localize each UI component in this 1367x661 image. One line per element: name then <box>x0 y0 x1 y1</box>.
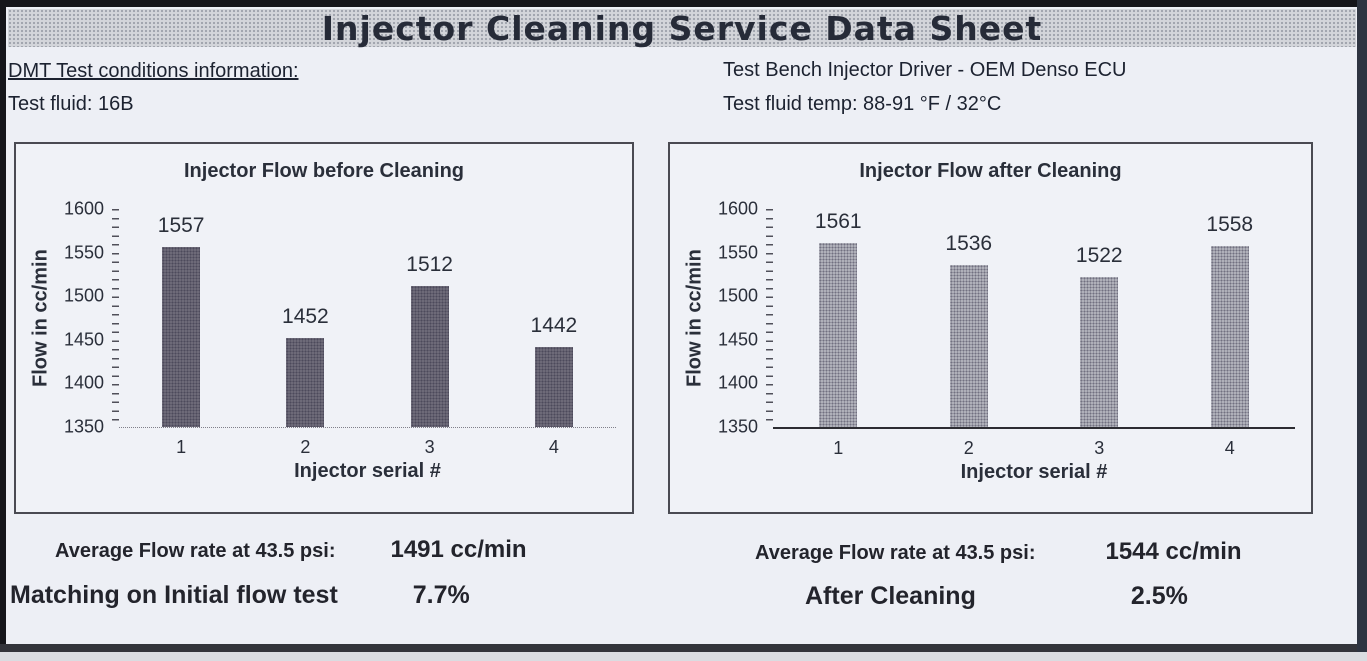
y-tick-label: 1600 <box>63 198 104 219</box>
chart-after-cleaning: Injector Flow after Cleaning Flow in cc/… <box>668 142 1313 514</box>
y-tick-label: 1500 <box>63 285 104 306</box>
avg-flow-label: Average Flow rate at 43.5 psi: <box>55 540 336 562</box>
test-fluid-line: Test fluid: 16B <box>8 93 134 115</box>
bar <box>1080 277 1119 427</box>
bar <box>534 346 573 427</box>
bar-value-label: 1442 <box>530 313 578 337</box>
y-tick-label: 1350 <box>63 416 104 437</box>
bar-value-label: 1522 <box>1075 244 1123 268</box>
test-conditions-block: DMT Test conditions information: Test fl… <box>8 55 299 121</box>
x-axis-categories: 1 2 3 4 <box>119 428 616 460</box>
y-tick-label: 1400 <box>717 372 758 393</box>
x-tick-label: 4 <box>1224 438 1235 458</box>
bar <box>819 243 858 427</box>
chart-title: Injector Flow before Cleaning <box>183 160 465 182</box>
page-title: Injector Cleaning Service Data Sheet <box>8 9 1356 48</box>
bar-value-label: 1512 <box>406 252 453 276</box>
bar-value-label: 1558 <box>1206 212 1254 236</box>
x-tick-label: 2 <box>300 437 311 457</box>
chart-area: Flow in cc/min 1600 1550 1500 1450 1400 1350 … <box>16 199 632 483</box>
after-cleaning-label: After Cleaning <box>805 582 976 610</box>
bar-value-label: 1561 <box>814 210 862 234</box>
scan-edge-left <box>0 0 6 650</box>
y-axis-ticks: 1600 1550 1500 1450 1400 1350 <box>712 199 766 437</box>
x-tick-label: 1 <box>833 438 844 458</box>
bench-driver-line: Test Bench Injector Driver - OEM Denso E… <box>723 59 1127 81</box>
summary-before: Average Flow rate at 43.5 psi: 1491 cc/m… <box>0 524 656 610</box>
avg-flow-value: 1491 cc/min <box>390 536 527 563</box>
y-tick-label: 1550 <box>63 242 104 263</box>
test-conditions-heading: DMT Test conditions information: <box>8 60 299 82</box>
x-tick-label: 1 <box>176 437 187 457</box>
y-tick-label: 1350 <box>717 416 758 437</box>
bar <box>162 246 201 427</box>
y-tick-label: 1600 <box>717 198 758 219</box>
charts-row: Injector Flow before Cleaning Flow in cc… <box>14 142 1313 514</box>
test-bench-block: Test Bench Injector Driver - OEM Denso E… <box>723 53 1126 121</box>
x-axis-label: Injector serial # <box>960 461 1108 483</box>
x-tick-label: 3 <box>424 437 435 457</box>
y-tick-label: 1450 <box>63 329 104 350</box>
y-axis-tick-rail <box>766 209 773 428</box>
scan-edge-right <box>1357 0 1367 661</box>
bar-value-label: 1452 <box>282 305 329 329</box>
y-axis-ticks: 1600 1550 1500 1450 1400 1350 <box>58 199 112 437</box>
y-tick-label: 1400 <box>63 372 104 393</box>
bar <box>1210 245 1249 427</box>
bar-value-label: 1536 <box>945 231 993 255</box>
scan-edge-top <box>0 0 1367 7</box>
y-axis-tick-rail <box>112 209 119 428</box>
plot-area: 1557 1452 1512 1442 <box>119 209 616 428</box>
avg-flow-label: Average Flow rate at 43.5 psi: <box>755 542 1036 564</box>
x-axis-categories: 1 2 3 4 <box>773 429 1295 461</box>
avg-flow-value: 1544 cc/min <box>1105 538 1242 565</box>
scan-edge-bottom <box>0 644 1357 652</box>
bar <box>949 264 988 427</box>
y-axis-label: Flow in cc/min <box>29 249 52 387</box>
x-axis-label: Injector serial # <box>294 460 441 482</box>
fluid-temp-line: Test fluid temp: 88-91 °F / 32°C <box>723 93 1002 115</box>
matching-label: Matching on Initial flow test <box>10 581 338 609</box>
bar <box>410 285 449 427</box>
plot-column: 1561 1536 1522 1558 1 2 3 4 Injector serial # <box>773 209 1311 484</box>
bar-value-label: 1557 <box>157 213 205 237</box>
y-tick-label: 1550 <box>717 242 758 263</box>
y-tick-label: 1450 <box>717 329 758 350</box>
chart-title: Injector Flow after Cleaning <box>859 160 1122 182</box>
chart-area: Flow in cc/min 1600 1550 1500 1450 1400 1350 … <box>670 199 1311 484</box>
x-tick-label: 4 <box>548 437 559 457</box>
plot-area: 1561 1536 1522 1558 <box>773 209 1295 429</box>
y-tick-label: 1500 <box>717 285 758 306</box>
x-tick-label: 2 <box>963 438 974 458</box>
x-tick-label: 3 <box>1094 438 1105 458</box>
chart-before-cleaning: Injector Flow before Cleaning Flow in cc… <box>14 142 634 514</box>
bar <box>286 338 325 427</box>
summary-after: Average Flow rate at 43.5 psi: 1544 cc/m… <box>660 524 1356 611</box>
matching-value: 7.7% <box>412 581 470 609</box>
scan-margin-strip <box>0 652 1367 661</box>
plot-column: 1557 1452 1512 1442 1 2 3 4 Injector serial # <box>119 209 632 483</box>
y-axis-label: Flow in cc/min <box>683 249 706 387</box>
after-cleaning-value: 2.5% <box>1130 582 1188 610</box>
